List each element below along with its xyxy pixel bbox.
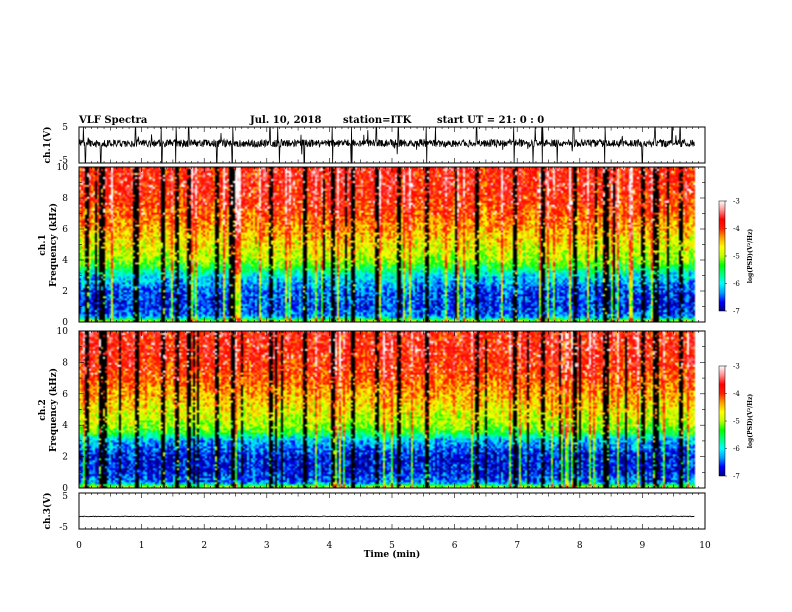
ch3-waveform-ylabel: ch.3(V) (42, 493, 53, 530)
colorbar-tick-label: -3 (733, 363, 740, 371)
ch2-spectrogram-panel: 0 2 4 6 8 10 ch.2 Frequency (kHz) -3 -4 -5 -6 -7 l… (38, 327, 754, 494)
colorbar-tick-label: -4 (733, 225, 740, 233)
frequency-tick-label: 2 (62, 287, 68, 297)
ch1-waveform-trace (78, 126, 695, 164)
ch2-spectrogram-ylabel: ch.2 (38, 399, 48, 420)
time-tick-label: 5 (389, 541, 395, 551)
ch1-spectrogram-image (79, 167, 705, 322)
ch1-waveform-panel: 5 -5 ch.1(V) (42, 123, 706, 166)
colorbar-gradient (718, 200, 726, 312)
frequency-tick-label: 0 (62, 318, 68, 328)
ch1-waveform-xticks (78, 127, 706, 163)
time-tick-label: 2 (201, 541, 207, 551)
time-tick-label: 7 (514, 541, 520, 551)
colorbar-label: log(PSD)(V²/Hz) (747, 229, 754, 284)
figure-start-ut: start UT = 21: 0 : 0 (437, 115, 544, 126)
colorbar-label: log(PSD)(V²/Hz) (747, 394, 754, 449)
time-tick-label: 3 (264, 541, 270, 551)
ch1-spectrogram-yticks: 0 2 4 6 8 10 (57, 163, 705, 328)
ch1-ytick-bottom: -5 (59, 156, 68, 166)
ch2-spectrogram-image (79, 331, 705, 488)
frequency-tick-label: 0 (62, 484, 68, 494)
figure-date: Jul. 10, 2018 (249, 115, 322, 126)
time-tick-label: 10 (699, 541, 711, 551)
frequency-tick-label: 8 (62, 194, 68, 204)
colorbar-tick-label: -7 (733, 473, 740, 481)
time-tick-label: 6 (452, 541, 458, 551)
colorbar-tick-label: -6 (733, 280, 740, 288)
ch1-colorbar: -3 -4 -5 -6 -7 log(PSD)(V²/Hz) (718, 198, 754, 316)
ch1-ytick-top: 5 (62, 123, 68, 133)
ch1-waveform-ylabel: ch.1(V) (42, 127, 53, 164)
colorbar-tick-label: -5 (733, 253, 740, 261)
time-tick-label: 0 (76, 541, 82, 551)
colorbar-gradient (718, 365, 726, 477)
frequency-tick-label: 8 (62, 358, 68, 368)
ch1-frequency-label: Frequency (kHz) (48, 203, 59, 287)
colorbar-tick-label: -7 (733, 308, 740, 316)
colorbar-tick-label: -6 (733, 445, 740, 453)
ch3-waveform-trace (78, 515, 695, 518)
frequency-tick-label: 10 (57, 327, 69, 337)
ch3-ytick-top: 5 (62, 492, 68, 502)
ch2-colorbar: -3 -4 -5 -6 -7 log(PSD)(V²/Hz) (718, 363, 754, 481)
time-axis-tick-labels: 0 1 2 3 4 5 6 7 8 9 10 (76, 541, 711, 551)
frequency-tick-label: 10 (57, 163, 69, 173)
ch1-spectrogram-xticks (78, 167, 706, 322)
time-tick-label: 8 (577, 541, 583, 551)
ch3-waveform-frame (78, 492, 706, 530)
time-tick-label: 4 (327, 541, 333, 551)
ch2-frequency-label: Frequency (kHz) (48, 368, 59, 452)
ch3-waveform-panel: 5 -5 ch.3(V) (42, 492, 706, 533)
ch3-waveform-xticks (78, 493, 706, 529)
colorbar-tick-label: -4 (733, 390, 740, 398)
colorbar-tick-label: -3 (733, 198, 740, 206)
figure-title: VLF Spectra (78, 115, 148, 126)
frequency-tick-label: 4 (62, 256, 68, 266)
time-tick-label: 9 (640, 541, 646, 551)
ch2-spectrogram-yticks: 0 2 4 6 8 10 (57, 327, 705, 494)
frequency-tick-label: 2 (62, 453, 68, 463)
figure-station: station=ITK (343, 115, 412, 126)
time-axis-label: Time (min) (364, 549, 421, 560)
colorbar-tick-label: -5 (733, 418, 740, 426)
frequency-tick-label: 4 (62, 421, 68, 431)
time-tick-label: 1 (139, 541, 145, 551)
ch1-spectrogram-ylabel: ch.1 (38, 234, 48, 255)
ch3-ytick-bottom: -5 (59, 523, 68, 533)
frequency-tick-label: 6 (62, 390, 68, 400)
frequency-tick-label: 6 (62, 225, 68, 235)
ch2-spectrogram-xticks (78, 331, 706, 488)
ch1-spectrogram-panel: 0 2 4 6 8 10 ch.1 Frequency (kHz) -3 -4 -5 -6 -7 l… (38, 163, 754, 328)
